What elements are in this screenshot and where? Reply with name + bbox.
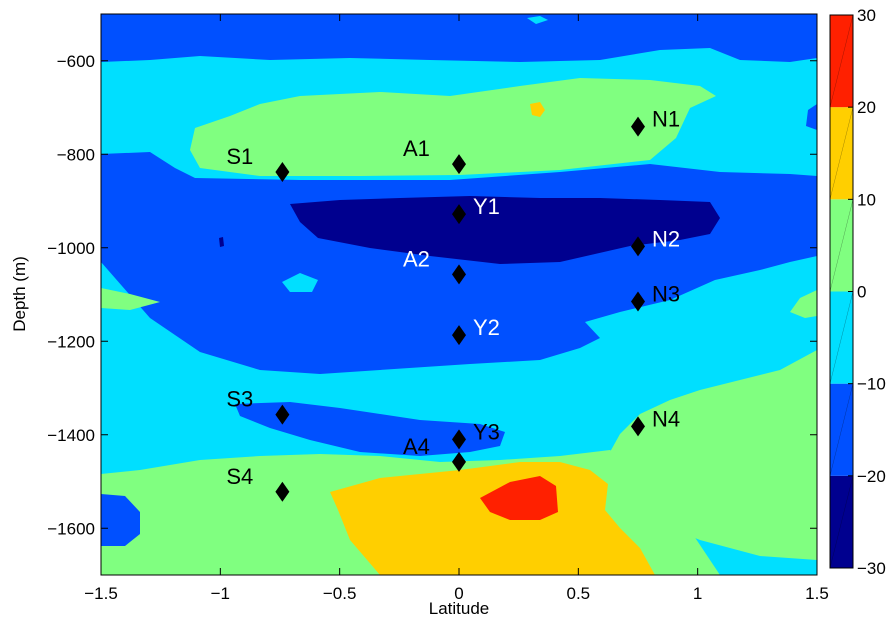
x-axis-title: Latitude <box>429 599 490 618</box>
contour-bottom-yellow <box>330 462 655 575</box>
colorbar-segment <box>830 291 853 384</box>
x-axis-ticks: −1.5 −1 −0.5 0 0.5 1 1.5 <box>84 14 829 603</box>
marker-diamond <box>452 429 466 450</box>
contour-right-green-lobe <box>790 290 817 318</box>
y-axis-title: Depth (m) <box>10 256 29 332</box>
marker-label: Y2 <box>473 315 500 340</box>
y-tick-label: −1200 <box>47 332 95 351</box>
contour-fields <box>101 14 817 575</box>
colorbar: 30 20 10 0 −10 −20 −30 <box>829 6 886 578</box>
colorbar-diagonal <box>829 14 854 108</box>
contour-top-band <box>101 14 817 62</box>
x-tick-label: 1 <box>693 584 702 603</box>
contour-bottom-left-blue <box>101 494 140 546</box>
colorbar-segment <box>830 107 853 200</box>
marker-label: S4 <box>226 464 253 489</box>
y-axis-ticks: −600 −800 −1000 −1200 −1400 −1600 <box>47 52 817 538</box>
marker-diamond <box>452 154 466 175</box>
y-tick-label: −600 <box>57 52 95 71</box>
contour-lower-band <box>235 402 505 456</box>
colorbar-diagonal <box>829 475 854 569</box>
marker-diamond <box>631 291 645 312</box>
y-tick-label: −800 <box>57 145 95 164</box>
colorbar-tick-label: 10 <box>857 190 876 209</box>
colorbar-diagonal <box>829 107 854 200</box>
x-tick-label: −0.5 <box>323 584 357 603</box>
colorbar-segment <box>830 15 853 108</box>
contour-cyan-hole <box>282 273 318 292</box>
contour-dark-spot <box>219 237 224 247</box>
x-tick-label: 0.5 <box>567 584 591 603</box>
colorbar-tick-label: 30 <box>857 6 876 25</box>
marker-label: N4 <box>652 406 680 431</box>
marker-label: S3 <box>226 387 253 412</box>
marker-label: S1 <box>226 144 253 169</box>
x-tick-label: −1 <box>211 584 230 603</box>
marker-label: N2 <box>652 226 680 251</box>
marker-diamond <box>452 325 466 346</box>
marker-label: A2 <box>403 246 430 271</box>
colorbar-diagonal <box>829 383 854 476</box>
marker-diamond <box>275 481 290 502</box>
contour-small-yellow <box>530 102 545 117</box>
colorbar-tick-label: 20 <box>857 98 876 117</box>
marker-diamond <box>275 162 290 183</box>
station-markers: S1 A1 N1 Y1 N2 A2 N3 Y2 S3 N4 Y3 A4 S4 <box>226 107 680 502</box>
colorbar-diagonal <box>829 199 854 292</box>
marker-label: Y1 <box>473 194 500 219</box>
marker-diamond <box>631 416 645 437</box>
contour-upper-green <box>190 78 716 176</box>
marker-diamond <box>452 264 466 285</box>
marker-label: A4 <box>403 434 430 459</box>
colorbar-tick-label: 0 <box>857 283 866 302</box>
contour-left-green-wedge <box>101 288 160 310</box>
y-tick-label: −1000 <box>47 239 95 258</box>
colorbar-diagonal <box>829 291 854 384</box>
contour-right-cyan-notch <box>806 104 817 130</box>
marker-diamond <box>452 451 466 472</box>
marker-diamond <box>631 236 645 257</box>
x-tick-label: −1.5 <box>84 584 118 603</box>
marker-label: A1 <box>403 136 430 161</box>
contour-top-cyan-spot <box>527 16 548 24</box>
y-tick-label: −1400 <box>47 426 95 445</box>
colorbar-tick-label: −30 <box>857 559 886 578</box>
x-tick-label: 0 <box>454 584 463 603</box>
y-tick-label: −1600 <box>47 519 95 538</box>
colorbar-tick-label: −10 <box>857 375 886 394</box>
colorbar-segment <box>830 199 853 292</box>
contour-red-core <box>480 476 558 520</box>
marker-label: N1 <box>652 107 680 132</box>
marker-diamond <box>452 204 466 225</box>
marker-diamond <box>631 116 645 137</box>
contour-dark-core <box>290 196 720 264</box>
marker-diamond <box>275 404 290 425</box>
marker-label: N3 <box>652 282 680 307</box>
colorbar-segment <box>830 383 853 476</box>
colorbar-tick-label: −20 <box>857 467 886 486</box>
colorbar-segment <box>830 475 853 568</box>
marker-label: Y3 <box>473 419 500 444</box>
x-tick-label: 1.5 <box>805 584 829 603</box>
